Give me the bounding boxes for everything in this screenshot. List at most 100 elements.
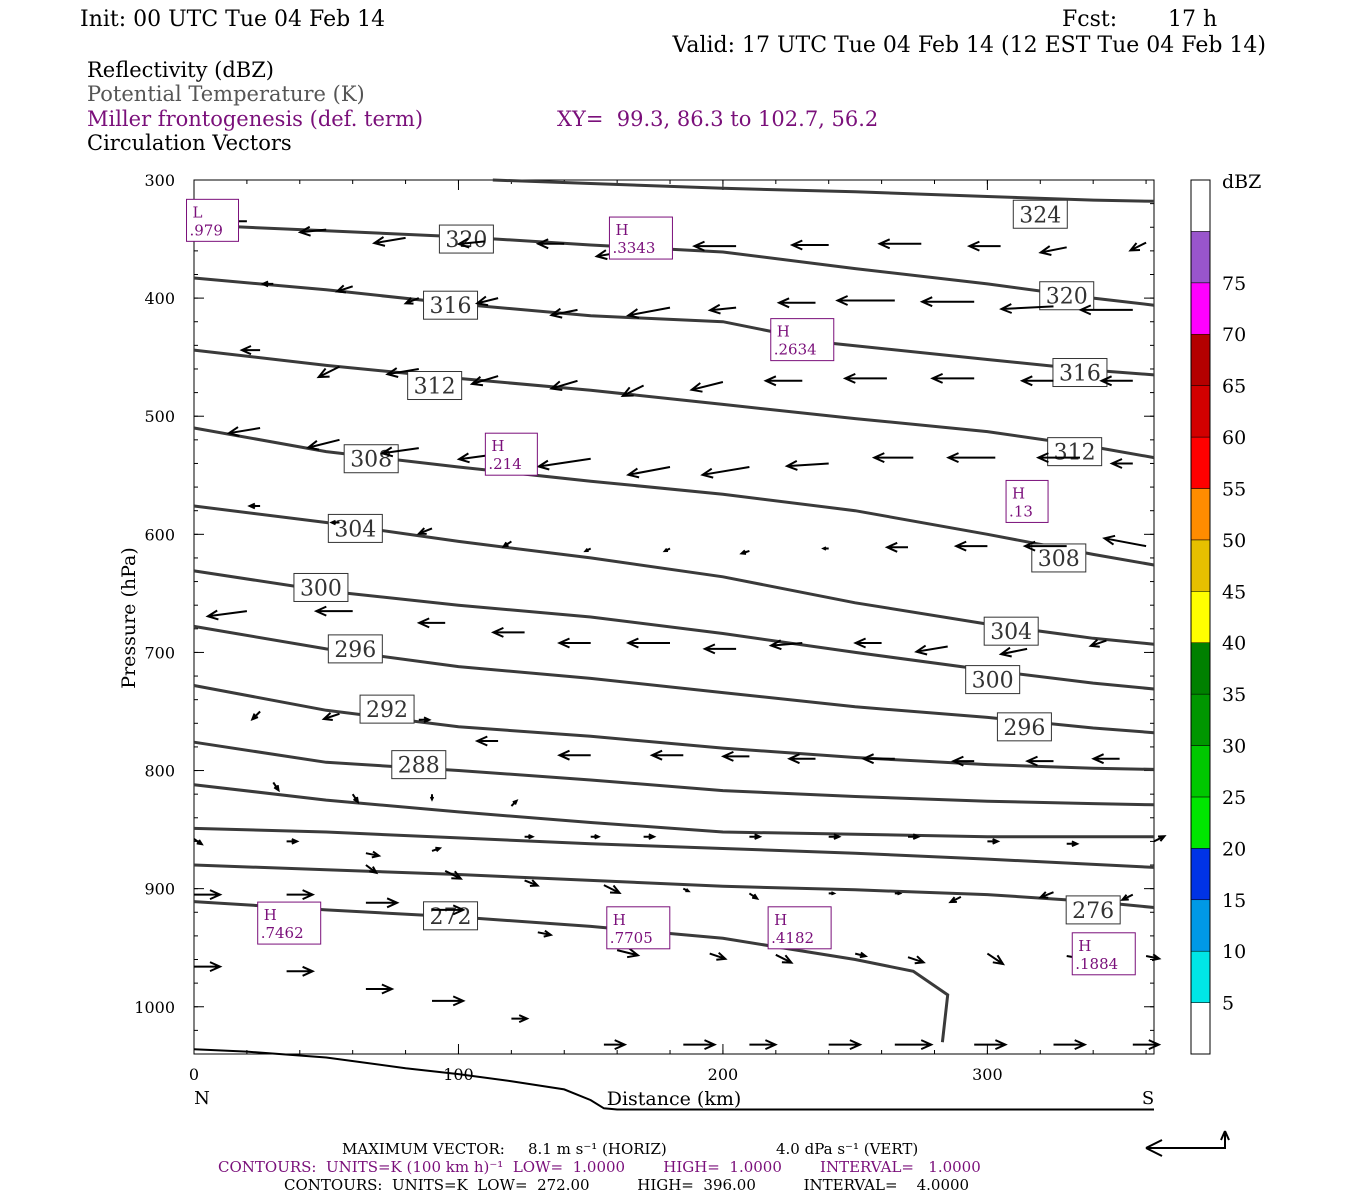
circulation-vector xyxy=(557,749,591,761)
colorbar-cell xyxy=(1190,1002,1211,1055)
circulation-vector xyxy=(894,1039,934,1051)
colorbar-level-label: 35 xyxy=(1222,684,1246,706)
theta-contour-line xyxy=(492,178,1155,203)
colorbar-level-label: 10 xyxy=(1222,941,1246,963)
terrain-line xyxy=(193,1048,1154,1111)
y-tick-label: 400 xyxy=(144,289,175,308)
circulation-vector xyxy=(474,295,499,307)
circulation-vector xyxy=(748,892,760,900)
theta-contour-label-box xyxy=(423,290,479,320)
colorbar-level-label: 65 xyxy=(1222,376,1246,398)
colorbar-labels: 5 10 15 20 25 30 35 40 45 50 55 60 65 70 75 xyxy=(1222,273,1246,1015)
circulation-vector xyxy=(749,1039,778,1051)
circulation-vector xyxy=(474,735,499,747)
circulation-vector xyxy=(297,225,327,237)
circulation-vector xyxy=(662,547,671,553)
circulation-vector xyxy=(720,750,750,762)
fronto-max-value: .4182 xyxy=(771,929,814,947)
circulation-vector xyxy=(432,904,466,916)
y-axis-label: Pressure (hPa) xyxy=(118,547,140,689)
theta-contour-label: 296 xyxy=(1003,716,1045,741)
circulation-vector xyxy=(643,833,657,840)
circulation-vector xyxy=(950,755,975,767)
circulation-vector xyxy=(749,833,763,840)
theta-contour-line xyxy=(193,863,1155,909)
circulation-vector xyxy=(403,297,420,305)
theta-contour-line xyxy=(193,900,950,1043)
colorbar-cell xyxy=(1190,693,1211,746)
circulation-vector xyxy=(1132,1039,1162,1051)
fronto-max-box xyxy=(484,432,538,476)
y-tick-label: 1000 xyxy=(134,998,175,1017)
circulation-vector xyxy=(351,793,360,805)
fronto-max-value: .13 xyxy=(1009,502,1033,520)
circulation-vector xyxy=(372,236,406,247)
circulation-vector xyxy=(524,879,540,887)
max-vector-vert: 4.0 dPa s⁻¹ (VERT) xyxy=(776,1140,918,1158)
plot-frame xyxy=(193,179,1155,1055)
circulation-vector xyxy=(247,502,261,510)
theta-contour-label-box xyxy=(293,572,349,602)
fronto-max-kind: H xyxy=(777,323,790,341)
fronto-max-box xyxy=(770,318,835,362)
circulation-vector xyxy=(877,238,922,250)
circulation-vector xyxy=(1022,540,1067,552)
x-tick-label: 200 xyxy=(708,1065,739,1084)
fronto-max-kind: L xyxy=(193,203,203,221)
circulation-vector xyxy=(953,540,988,552)
theta-contour-label-box xyxy=(1052,358,1108,388)
circulation-vector xyxy=(894,891,903,896)
circulation-vector xyxy=(1066,840,1080,848)
theta-contour-label-box xyxy=(1039,281,1095,311)
circulation-vector xyxy=(789,239,829,251)
theta-contour-label: 300 xyxy=(300,576,342,601)
colorbar-level-label: 40 xyxy=(1222,633,1246,655)
colorbar-cell xyxy=(1190,745,1211,798)
circulation-vector xyxy=(966,240,1001,252)
circulation-vector xyxy=(986,952,1006,966)
fcst-label: Fcst: xyxy=(1062,7,1117,32)
theta-contour-line xyxy=(193,223,1155,307)
circulation-vector xyxy=(930,372,975,384)
fronto-max-kind: H xyxy=(491,437,504,455)
circulation-vector xyxy=(1035,452,1080,464)
theta-contour-label: 300 xyxy=(972,669,1014,694)
circulation-vector xyxy=(1109,458,1133,469)
circulation-vector xyxy=(702,643,737,655)
circulation-vector xyxy=(510,799,519,807)
circulation-vector xyxy=(250,710,261,722)
colorbar-level-label: 15 xyxy=(1222,890,1246,912)
circulation-vector xyxy=(239,345,261,356)
circulation-vector xyxy=(557,637,591,649)
fronto-max-kind: H xyxy=(1078,937,1091,955)
theta-contour-label-box xyxy=(983,616,1039,646)
circulation-vector xyxy=(625,306,671,319)
theta-contour-label: 292 xyxy=(366,698,408,723)
colorbar-cell xyxy=(1190,591,1211,643)
fronto-max-kind: H xyxy=(1012,484,1025,502)
circulation-vector xyxy=(490,626,525,638)
colorbar-cells xyxy=(1190,179,1211,1055)
y-tick-label: 500 xyxy=(144,407,175,426)
x-tick-label: 300 xyxy=(972,1065,1003,1084)
fronto-max-value: .1884 xyxy=(1075,955,1118,973)
theta-contour-line xyxy=(193,348,1155,460)
circulation-vector xyxy=(999,303,1054,314)
colorbar-cell xyxy=(1190,642,1211,695)
circulation-vector xyxy=(683,1039,717,1051)
circulation-vector xyxy=(205,609,248,621)
circulation-vector xyxy=(821,546,829,551)
fronto-max-kind: H xyxy=(264,906,277,924)
circulation-vector xyxy=(914,644,948,656)
circulation-vector xyxy=(692,240,737,252)
circulation-vector xyxy=(1091,753,1120,765)
circulation-vector xyxy=(775,953,794,964)
y-tick-label: 600 xyxy=(144,525,175,544)
circulation-vector xyxy=(194,961,223,973)
fronto-max-value: .214 xyxy=(488,455,521,473)
theta-contour-label-box xyxy=(965,665,1021,695)
circulation-vector xyxy=(1153,835,1167,843)
fronto-max-box xyxy=(257,901,322,945)
circulation-vector xyxy=(835,295,895,306)
